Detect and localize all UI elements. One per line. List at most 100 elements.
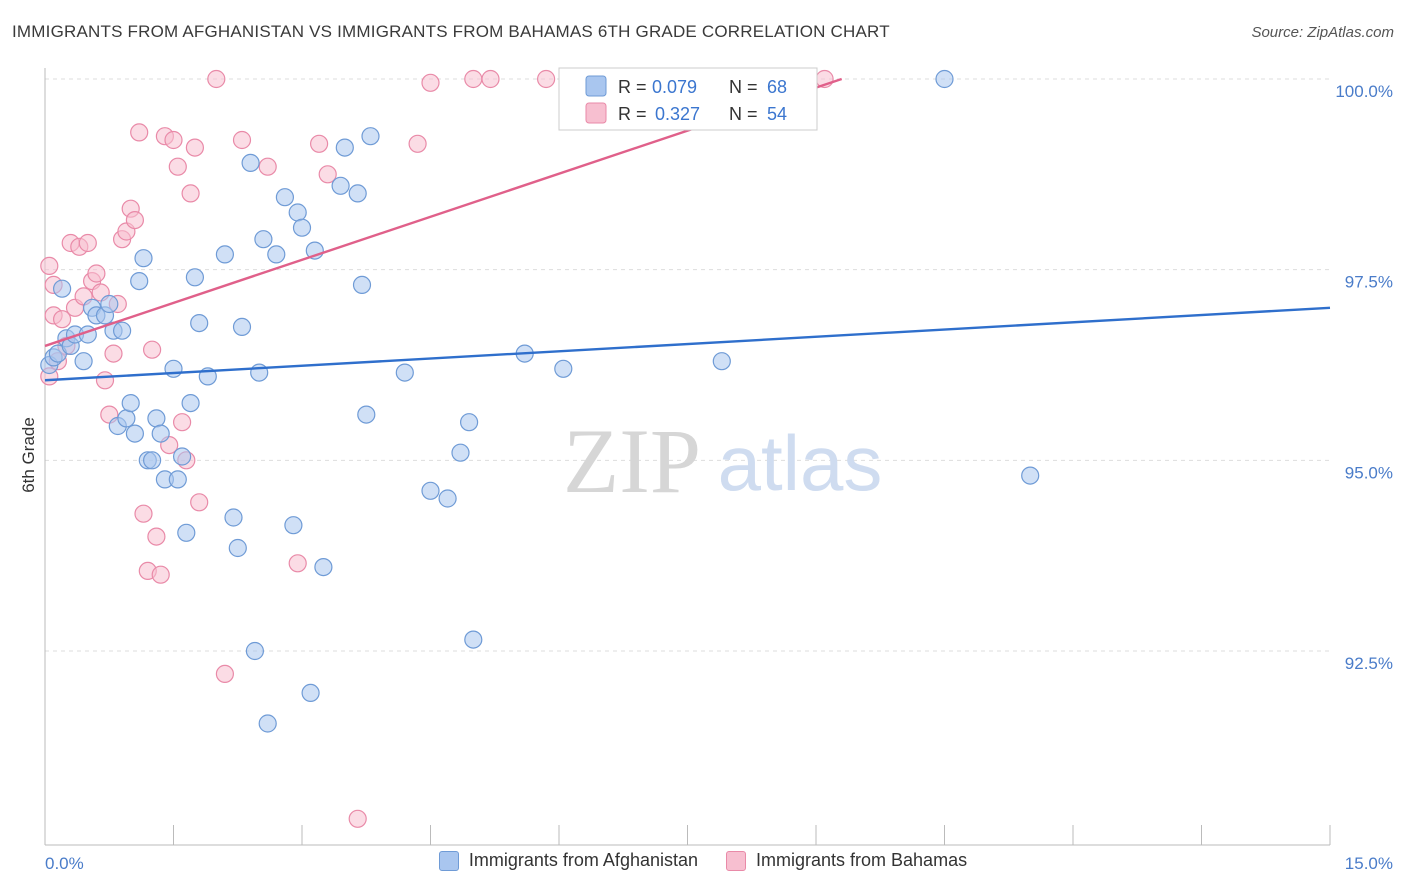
series-legend: Immigrants from Afghanistan Immigrants f… [0, 850, 1406, 871]
legend-swatch-bahamas-bottom [726, 850, 747, 871]
afghanistan-point [168, 470, 187, 489]
afghanistan-point [258, 714, 277, 733]
bahamas-point [207, 69, 226, 89]
afghanistan-point [228, 538, 247, 558]
watermark-zip: ZIP [563, 410, 701, 512]
y-tick-labels: 92.5% 95.0% 97.5% 100.0% [1335, 82, 1393, 673]
afghanistan-point [245, 641, 264, 661]
legend-n-value-2: 54 [767, 104, 787, 124]
bahamas-point [87, 264, 106, 283]
bahamas-point [104, 344, 123, 363]
afghanistan-point [357, 405, 376, 424]
afghanistan-point [147, 409, 166, 428]
y-tick-label: 100.0% [1335, 82, 1393, 101]
afghanistan-point [284, 516, 303, 535]
bahamas-point [215, 664, 234, 684]
stats-legend: R = 0.079 N = 68 R = 0.327 N = 54 [558, 67, 818, 131]
afghanistan-point [185, 268, 204, 287]
bahamas-point [348, 809, 367, 828]
afghanistan-point [438, 489, 457, 508]
source-label: Source: ZipAtlas.com [1251, 24, 1394, 41]
afghanistan-point [712, 352, 731, 371]
afghanistan-trend-line [44, 306, 1331, 382]
legend-item-bahamas[interactable]: Immigrants from Bahamas [726, 850, 967, 871]
afghanistan-point [241, 153, 260, 172]
bahamas-point [134, 504, 153, 523]
afghanistan-point [451, 443, 470, 462]
afghanistan-point [117, 409, 136, 428]
bahamas-point [232, 130, 252, 150]
afghanistan-point [134, 249, 153, 268]
x-tick-labels: 0.0% 15.0% [45, 854, 1393, 873]
afghanistan-point [177, 523, 196, 542]
afghanistan-point [267, 245, 286, 264]
afghanistan-point [164, 359, 183, 378]
afghanistan-point [352, 275, 372, 294]
bahamas-point [125, 211, 144, 230]
bahamas-point [164, 130, 183, 150]
chart-title: IMMIGRANTS FROM AFGHANISTAN VS IMMIGRANT… [12, 22, 890, 41]
bahamas-point [143, 340, 162, 359]
x-tick-label: 0.0% [45, 854, 84, 873]
afghanistan-point [335, 138, 354, 157]
bahamas-point [147, 527, 166, 546]
afghanistan-point [100, 294, 119, 314]
bahamas-point [318, 165, 337, 184]
legend-r-label-1: R = [618, 77, 647, 97]
bahamas-point [95, 371, 115, 390]
legend-swatch-bahamas [585, 102, 607, 124]
bahamas-point [536, 69, 556, 89]
y-tick-label: 92.5% [1345, 654, 1393, 673]
bahamas-point [130, 123, 149, 142]
bahamas-point [173, 413, 192, 432]
afghanistan-point [224, 508, 243, 527]
bahamas-point [258, 157, 277, 176]
afghanistan-point [74, 352, 93, 371]
afghanistan-point [288, 203, 307, 222]
bahamas-point [78, 233, 97, 253]
bahamas-point [288, 554, 307, 573]
legend-r-value-2: 0.327 [655, 104, 700, 124]
afghanistan-point [112, 321, 132, 340]
legend-item-afghanistan[interactable]: Immigrants from Afghanistan [438, 850, 699, 871]
afghanistan-points [40, 69, 1040, 733]
legend-n-label-1: N = [729, 77, 758, 97]
afghanistan-point [331, 176, 350, 195]
legend-r-label-2: R = [618, 104, 647, 124]
afghanistan-point [464, 630, 483, 649]
bahamas-point [185, 138, 204, 157]
bahamas-point [151, 565, 170, 584]
afghanistan-point [215, 245, 234, 264]
legend-label-bahamas: Immigrants from Bahamas [756, 850, 968, 870]
afghanistan-point [348, 184, 367, 203]
grid-lines [45, 78, 1330, 652]
bahamas-point [168, 157, 187, 176]
y-axis-label: 6th Grade [19, 417, 38, 493]
afghanistan-point [314, 557, 333, 577]
afghanistan-point [143, 451, 162, 470]
y-tick-label: 97.5% [1345, 273, 1393, 292]
y-tick-label: 95.0% [1345, 463, 1393, 482]
afghanistan-point [460, 413, 479, 432]
bahamas-point [464, 69, 483, 89]
afghanistan-point [361, 127, 380, 146]
afghanistan-point [935, 69, 954, 89]
axes [44, 68, 1331, 846]
bahamas-point [181, 184, 200, 203]
afghanistan-point [173, 447, 192, 466]
bahamas-point [40, 256, 59, 275]
afghanistan-point [275, 188, 294, 207]
bahamas-point [481, 69, 500, 89]
afghanistan-point [554, 359, 573, 378]
afghanistan-point [190, 314, 209, 333]
bahamas-point [310, 134, 329, 153]
x-tick-label: 15.0% [1345, 854, 1393, 873]
afghanistan-point [125, 424, 144, 443]
legend-label-afghanistan: Immigrants from Afghanistan [468, 850, 699, 870]
watermark: ZIP atlas [563, 410, 882, 512]
afghanistan-point [232, 317, 252, 336]
legend-swatch-afghanistan-bottom [438, 850, 459, 871]
bahamas-points [40, 69, 834, 828]
afghanistan-point [181, 394, 200, 413]
